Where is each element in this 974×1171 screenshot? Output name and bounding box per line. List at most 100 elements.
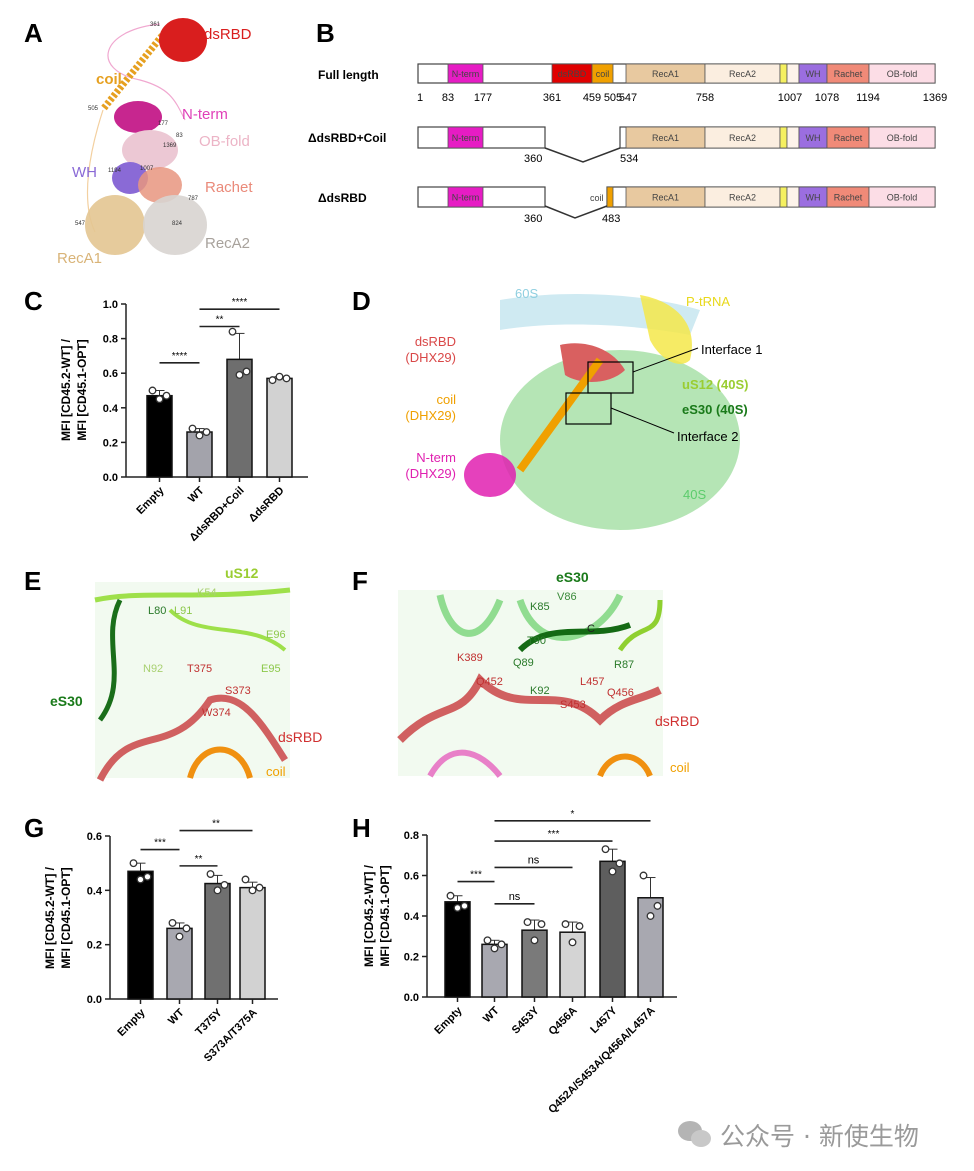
data-point xyxy=(235,370,244,379)
data-point xyxy=(148,386,157,395)
residue-e96: E96 xyxy=(266,629,286,641)
y-axis-label: MFI [CD45.1-OPT] xyxy=(59,867,73,968)
y-tick-label: 0.4 xyxy=(87,885,103,897)
dsrbd-domain xyxy=(159,18,207,62)
data-point xyxy=(241,875,250,884)
watermark-text: 公众号 · 新使生物 xyxy=(720,1122,919,1151)
bar-L457Y xyxy=(599,860,626,998)
residue-label: 361 xyxy=(150,22,161,28)
label-nterm: N-term xyxy=(182,106,228,123)
x-tick-label: WT xyxy=(186,484,207,505)
domain-motif xyxy=(779,126,788,149)
label-coil: coil xyxy=(670,760,690,775)
domain-coil xyxy=(591,63,614,84)
domain-label-wh: WH xyxy=(806,133,821,143)
coil-density xyxy=(516,357,604,473)
domain-label-rachet: Rachet xyxy=(834,69,863,79)
label-wh: WH xyxy=(72,164,97,181)
data-point xyxy=(537,920,546,929)
panel-label-b: B xyxy=(316,18,335,48)
y-axis-label: MFI [CD45.1-OPT] xyxy=(378,865,392,966)
domain-label-nterm: N-term xyxy=(452,69,480,79)
x-tick-label: L457Y xyxy=(588,1004,620,1036)
bar-Empty xyxy=(127,870,154,1000)
data-point xyxy=(561,920,570,929)
panel-f-structure: eS30 V86 K85 C T90 Q89 K389 R87 Q452 L45… xyxy=(397,569,699,778)
y-tick-label: 0.0 xyxy=(87,994,102,1006)
residue-number: 177 xyxy=(474,92,492,104)
data-point xyxy=(460,901,469,910)
y-axis-label: MFI [CD45.2-WT] / xyxy=(362,864,376,967)
data-point xyxy=(213,886,222,895)
label-c-terminus: C xyxy=(587,623,595,635)
data-point xyxy=(497,940,506,949)
label-coil: coil xyxy=(266,764,286,779)
significance-label: ns xyxy=(509,891,521,903)
label-interface-1: Interface 1 xyxy=(701,342,762,357)
y-tick-label: 0.6 xyxy=(87,831,102,843)
residue-q452: Q452 xyxy=(476,676,503,688)
nterm-density xyxy=(464,453,516,497)
x-tick-label: ΔdsRBD xyxy=(247,485,287,525)
data-point xyxy=(129,859,138,868)
residue-number: 505 xyxy=(604,92,622,104)
panel-e-structure: uS12 L80 L91 K54 E96 N92 T375 E95 S373 W… xyxy=(50,565,322,782)
obfold-domain xyxy=(122,130,178,170)
label-nterm-dhx29: (DHX29) xyxy=(405,466,456,481)
y-axis-label: MFI [CD45.2-WT] / xyxy=(43,866,57,969)
x-tick-label: WT xyxy=(166,1006,187,1027)
residue-q89: Q89 xyxy=(513,657,534,669)
wechat-icon xyxy=(678,1121,712,1149)
domain-label-obfold: OB-fold xyxy=(887,133,918,143)
label-interface-2: Interface 2 xyxy=(677,429,738,444)
data-point xyxy=(188,424,197,433)
domain-nterm xyxy=(447,186,484,208)
40s-subunit xyxy=(500,350,740,530)
nterm-domain xyxy=(114,101,162,133)
label-es30: eS30 (40S) xyxy=(682,402,748,417)
row-label-ddsrbd: ΔdsRBD xyxy=(318,191,367,205)
residue-l457: L457 xyxy=(580,676,604,688)
residue-number: 360 xyxy=(524,213,542,225)
label-coil: coil xyxy=(436,392,456,407)
panel-label-f: F xyxy=(352,566,368,596)
domain-label-rachet: Rachet xyxy=(834,193,863,203)
residue-r87: R87 xyxy=(614,659,634,671)
bar-Empty xyxy=(444,901,471,998)
panel-label-e: E xyxy=(24,566,41,596)
residue-number: 547 xyxy=(619,92,637,104)
domain-label-nterm: N-term xyxy=(452,133,480,143)
y-tick-label: 1.0 xyxy=(103,299,118,311)
domain-obfold xyxy=(868,186,936,208)
panel-label-c: C xyxy=(24,286,43,316)
data-point xyxy=(268,376,277,385)
data-point xyxy=(136,875,145,884)
coil-helix xyxy=(101,29,168,111)
residue-n92: N92 xyxy=(143,663,163,675)
data-point xyxy=(639,871,648,880)
panel-d-structure: 60S P-tRNA dsRBD (DHX29) coil (DHX29) N-… xyxy=(405,286,762,530)
panel-label-g: G xyxy=(24,813,44,843)
y-tick-label: 0.8 xyxy=(103,334,118,346)
residue-s373: S373 xyxy=(225,685,251,697)
residue-number: 1194 xyxy=(856,92,880,104)
dsrbd-density xyxy=(560,343,625,382)
panel-b-domain-diagram: Full length ΔdsRBD+Coil ΔdsRBD N-term dsR… xyxy=(308,63,947,225)
chart-c: 0.0 0.2 0.4 0.6 0.8 1.0 MFI [CD45.2-WT] / MFI [… xyxy=(59,297,308,544)
domain-label-reca1: RecA1 xyxy=(652,133,679,143)
residue-number: 360 xyxy=(524,153,542,165)
residue-number: 1 xyxy=(417,92,423,104)
data-point xyxy=(575,922,584,931)
domain-obfold xyxy=(868,126,936,149)
residue-k92: K92 xyxy=(530,685,550,697)
residue-t375: T375 xyxy=(187,663,212,675)
data-point xyxy=(162,391,171,400)
residue-v86: V86 xyxy=(557,591,577,603)
x-tick-label: Empty xyxy=(432,1004,465,1037)
x-tick-label: WT xyxy=(481,1004,502,1025)
data-point xyxy=(206,870,215,878)
y-tick-label: 0.6 xyxy=(103,368,118,380)
significance-label: ns xyxy=(528,854,540,866)
residue-label: 83 xyxy=(176,133,183,139)
data-point xyxy=(228,327,237,336)
